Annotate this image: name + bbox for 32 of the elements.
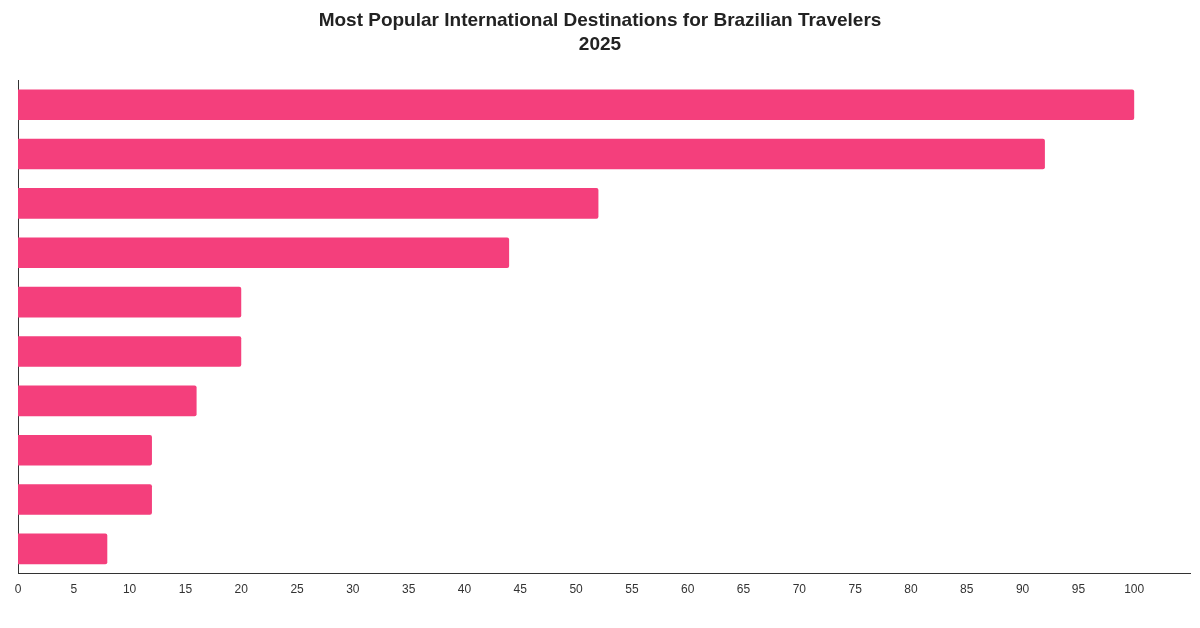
chart-title: Most Popular International Destinations for Brazilian Travelers 2025	[317, 8, 883, 56]
x-tick-label: 65	[736, 582, 751, 597]
x-tick-label: 10	[122, 582, 137, 597]
x-tick-label: 35	[401, 582, 416, 597]
x-tick-label: 90	[1015, 582, 1030, 597]
bar	[18, 336, 242, 367]
x-tick-label: 45	[513, 582, 528, 597]
bar	[18, 237, 510, 269]
x-tick-label: 85	[960, 582, 974, 597]
x-tick-label: 40	[457, 582, 472, 597]
bar	[18, 286, 242, 318]
x-tick-label: 95	[1071, 582, 1086, 597]
x-tick-label: 100	[1124, 582, 1145, 597]
bar	[18, 89, 1135, 120]
x-tick-label: 80	[904, 582, 918, 597]
x-tick-label: 70	[792, 582, 807, 597]
x-tick-label: 0	[14, 582, 22, 597]
bar	[18, 533, 108, 565]
x-tick-label: 5	[70, 582, 78, 597]
bar	[18, 138, 1045, 170]
x-tick-label: 60	[681, 582, 695, 597]
bar	[18, 434, 152, 466]
x-tick-label: 75	[848, 582, 863, 597]
x-tick-label: 20	[234, 582, 249, 597]
x-tick-label: 25	[290, 582, 305, 597]
bar	[18, 385, 197, 417]
x-tick-label: 15	[178, 582, 193, 597]
x-tick-label: 50	[569, 582, 584, 597]
x-tick-label: 55	[625, 582, 639, 597]
bar	[18, 188, 599, 219]
x-tick-label: 30	[346, 582, 360, 597]
bar	[18, 484, 152, 515]
